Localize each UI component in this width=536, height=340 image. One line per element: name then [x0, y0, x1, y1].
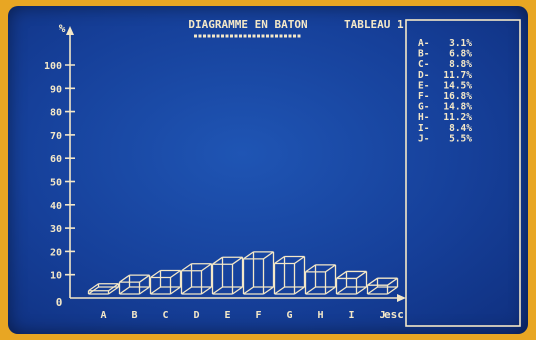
- y-tick-label: 50: [50, 178, 62, 189]
- x-tick-label: G: [286, 310, 292, 321]
- x-tick-label: I: [348, 310, 354, 321]
- y-ticks: 10 20 30 40 50 60 70 80 90 100: [44, 61, 75, 282]
- legend-key: D-: [418, 70, 429, 81]
- y-tick-label: 80: [50, 108, 62, 119]
- bar: [118, 274, 151, 295]
- legend-value: 14.8%: [443, 102, 472, 113]
- legend-key: J-: [418, 133, 429, 144]
- bar: [335, 270, 368, 295]
- legend-key: H-: [418, 112, 429, 123]
- bars: [87, 251, 399, 295]
- legend-key: E-: [418, 80, 429, 91]
- x-tick-label: D: [193, 310, 199, 321]
- crt-screen: DIAGRAMME EN BATON TABLEAU 1 % 0 esc 10 2…: [8, 6, 528, 334]
- legend-value: 6.8%: [449, 49, 472, 60]
- y-axis-arrow: [66, 26, 74, 35]
- bar: [149, 269, 182, 295]
- x-tick-label: F: [255, 310, 261, 321]
- y-tick-label: 70: [50, 131, 62, 142]
- chart-title: DIAGRAMME EN BATON: [188, 18, 307, 31]
- y-tick-label: 30: [50, 224, 62, 235]
- bar: [304, 264, 337, 295]
- legend-key: A-: [418, 38, 429, 49]
- legend-value: 8.4%: [449, 123, 472, 134]
- y-unit-label: %: [59, 22, 66, 35]
- y-tick-label: 40: [50, 201, 62, 212]
- y-tick-label: 20: [50, 247, 62, 258]
- y-tick-label: 100: [44, 61, 62, 72]
- bar: [87, 283, 120, 295]
- legend-key: F-: [418, 91, 429, 102]
- x-end-label: esc: [384, 308, 404, 321]
- legend-value: 5.5%: [449, 133, 472, 144]
- bar: [273, 255, 306, 295]
- x-tick-label: C: [162, 310, 168, 321]
- x-tick-label: H: [317, 310, 323, 321]
- bar: [211, 256, 244, 295]
- legend-value: 3.1%: [449, 38, 472, 49]
- y-tick-label: 10: [50, 271, 62, 282]
- legend-list: A- 3.1% B- 6.8% C- 8.8% D- 11.7% E- 14.5% F- 16.8% G…: [418, 38, 472, 144]
- legend-key: B-: [418, 49, 429, 60]
- legend-value: 16.8%: [443, 91, 472, 102]
- x-axis-arrow: [397, 294, 406, 302]
- legend-key: I-: [418, 123, 429, 134]
- legend-value: 14.5%: [443, 80, 472, 91]
- table-label: TABLEAU 1: [344, 18, 404, 31]
- x-tick-label: E: [224, 310, 230, 321]
- axes: [66, 26, 406, 302]
- bar: [242, 251, 275, 295]
- legend-key: C-: [418, 59, 429, 70]
- origin-label: 0: [56, 296, 63, 309]
- legend-value: 8.8%: [449, 59, 472, 70]
- bar-chart: DIAGRAMME EN BATON TABLEAU 1 % 0 esc 10 2…: [44, 18, 521, 327]
- x-labels: A B C D E F G H I J: [100, 310, 385, 321]
- legend-key: G-: [418, 102, 429, 113]
- bar: [366, 277, 399, 295]
- legend-value: 11.7%: [443, 70, 472, 81]
- x-tick-label: B: [131, 310, 137, 321]
- bar: [180, 263, 213, 295]
- legend-box: [405, 19, 521, 327]
- legend-value: 11.2%: [443, 112, 472, 123]
- x-tick-label: J: [379, 310, 385, 321]
- x-tick-label: A: [100, 310, 106, 321]
- y-tick-label: 60: [50, 154, 62, 165]
- y-tick-label: 90: [50, 84, 62, 95]
